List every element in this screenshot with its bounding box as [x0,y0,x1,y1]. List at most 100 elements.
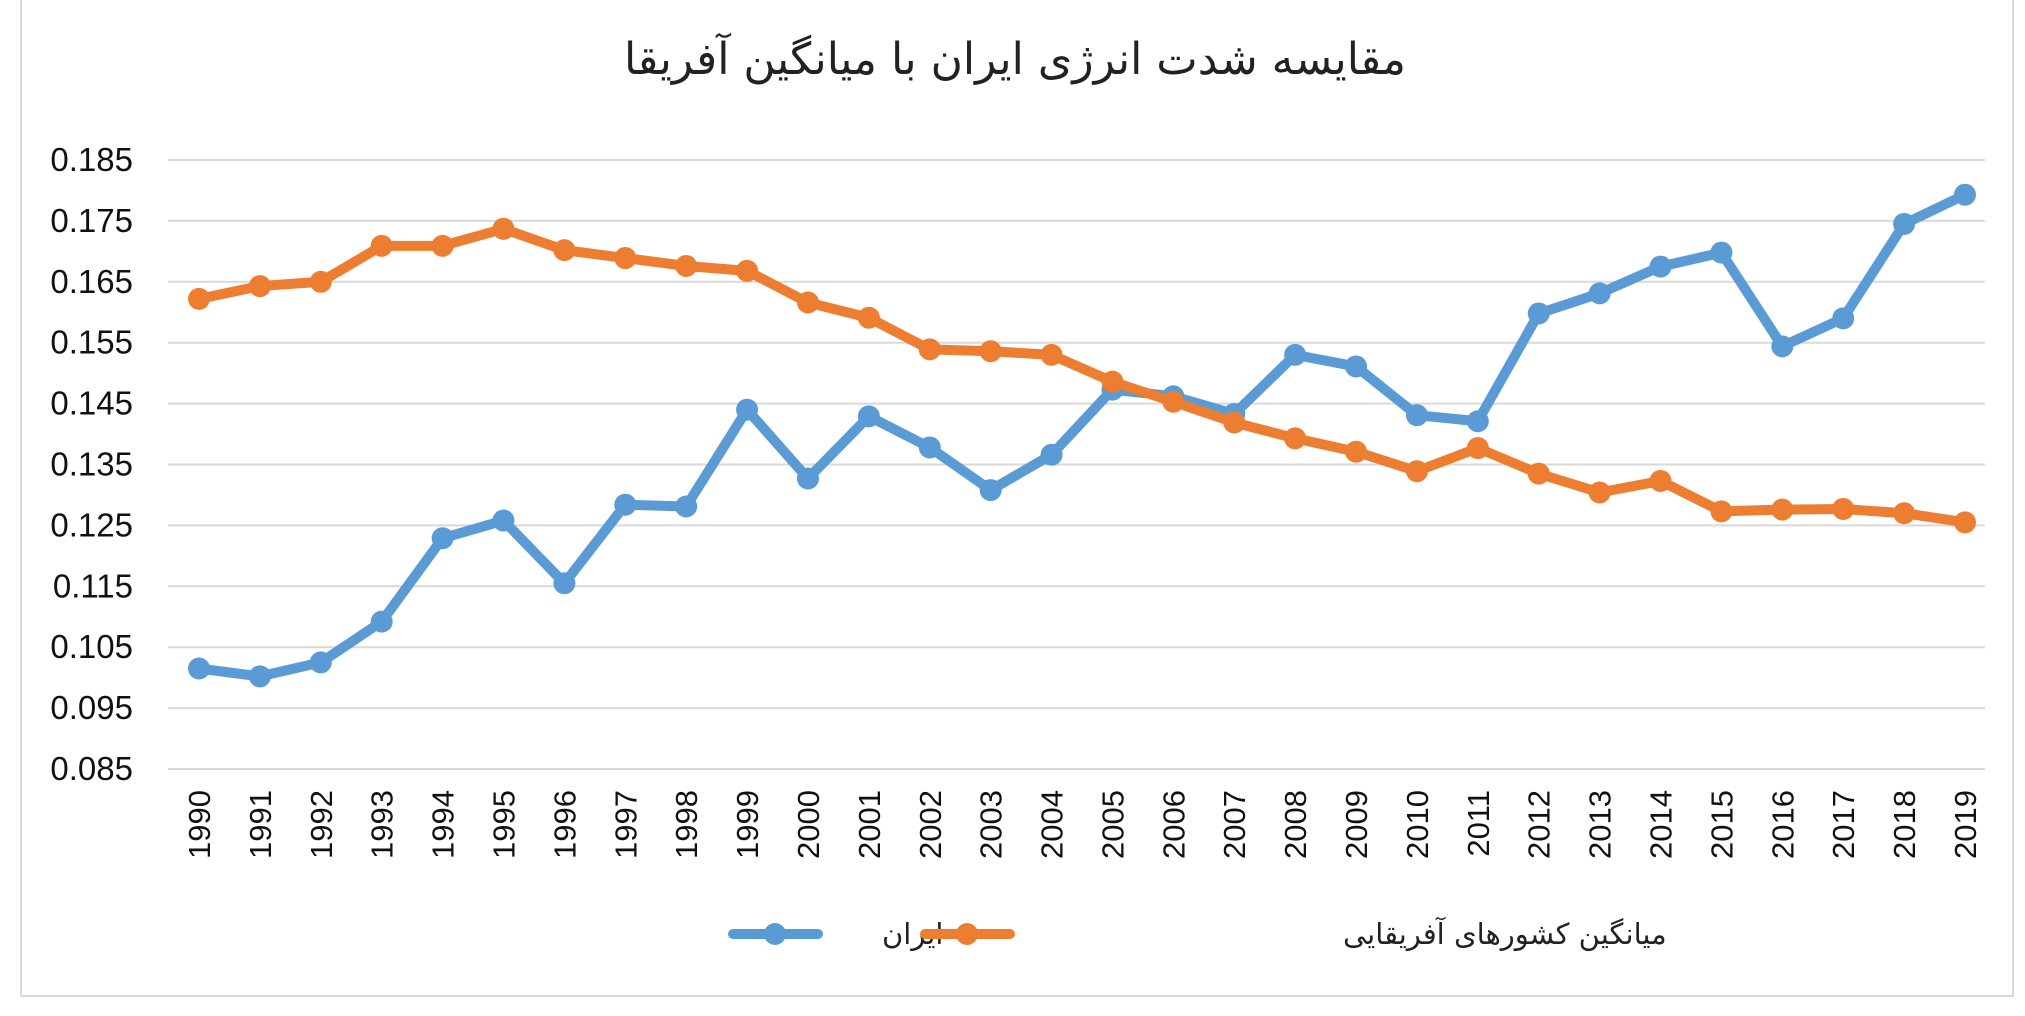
series-iran [188,183,1976,688]
x-tick-label: 2003 [974,790,1009,859]
x-tick-label: 1992 [304,790,339,859]
y-tick-label: 0.095 [50,689,133,726]
data-point [492,217,515,240]
data-point [1284,427,1307,450]
data-point [614,493,637,516]
y-tick-label: 0.185 [50,141,133,178]
x-tick-label: 2013 [1583,790,1618,859]
series-line [194,223,1970,528]
data-point [1710,241,1733,264]
y-tick-label: 0.155 [50,324,133,361]
x-tick-label: 1996 [547,790,582,859]
y-tick-label: 0.175 [50,202,133,239]
x-tick-label: 2005 [1095,790,1130,859]
data-point [431,527,454,550]
data-point [248,665,271,688]
data-point [979,479,1002,502]
legend-item-africa: میانگین کشورهای آفریقایی [920,916,1667,951]
data-point [1710,500,1733,523]
x-tick-label: 2018 [1887,790,1922,859]
y-tick-label: 0.105 [50,628,133,665]
y-axis-ticks: 0.185 0.175 0.165 0.155 0.145 0.135 0.125 0.115… [50,141,133,787]
data-point [857,405,880,428]
x-tick-label: 1995 [486,790,521,859]
data-point [736,398,759,421]
data-point [1466,437,1489,460]
legend: ایران میانگین کشورهای آفریقایی [728,916,1667,951]
data-point [309,270,332,293]
data-point [1588,282,1611,305]
data-point [309,651,332,674]
x-tick-label: 2004 [1035,790,1070,859]
data-point [1345,355,1368,378]
data-point [1405,404,1428,427]
data-point [796,291,819,314]
legend-marker-africa [956,923,978,945]
x-tick-label: 2011 [1461,790,1496,857]
data-point [675,495,698,518]
data-point [431,234,454,257]
data-point [857,306,880,329]
y-tick-label: 0.085 [50,750,133,787]
x-tick-label: 1997 [608,790,643,859]
x-tick-label: 2006 [1156,790,1191,859]
x-tick-label: 2014 [1644,790,1679,859]
data-point [979,340,1002,363]
data-point [918,338,941,361]
y-tick-label: 0.115 [53,567,133,604]
data-point [1162,390,1185,413]
legend-label-africa: میانگین کشورهای آفریقایی [1343,916,1667,951]
data-point [1466,410,1489,433]
data-point [553,572,576,595]
data-point [188,287,210,310]
data-point [1893,212,1916,235]
x-tick-label: 2009 [1339,790,1374,859]
data-point [492,509,515,532]
data-point [1101,370,1124,393]
data-point [1527,302,1550,325]
data-point [1649,469,1672,492]
legend-marker-iran [764,923,786,945]
chart-frame [20,0,2014,997]
x-tick-label: 2019 [1948,790,1983,859]
data-point [1040,443,1063,466]
data-point [1284,343,1307,366]
data-point [796,467,819,490]
x-tick-label: 1990 [182,790,217,859]
data-point [1588,481,1611,504]
x-tick-label: 1998 [669,790,704,859]
x-tick-label: 1993 [365,790,400,859]
data-point [1405,460,1428,483]
x-axis-ticks: 1990 1991 1992 1993 1994 1995 1996 1997 1998 1999… [182,790,1983,859]
x-tick-label: 2002 [913,790,948,859]
y-tick-label: 0.135 [50,446,133,483]
x-tick-label: 2007 [1217,790,1252,859]
x-tick-label: 2012 [1522,790,1557,859]
data-point [1040,343,1063,366]
x-tick-label: 2015 [1704,790,1739,859]
chart-title: مقایسه شدت انرژی ایران با میانگین آفریقا [624,32,1406,85]
x-tick-label: 2010 [1400,790,1435,859]
x-tick-label: 1994 [426,790,461,859]
data-point [248,275,271,298]
data-point [188,657,210,680]
y-tick-label: 0.125 [50,506,133,543]
data-point [1649,255,1672,278]
x-tick-label: 1991 [243,790,278,859]
y-tick-label: 0.165 [50,263,133,300]
x-tick-label: 2017 [1826,790,1861,859]
x-tick-label: 1999 [730,790,765,859]
data-point [1345,440,1368,463]
data-point [553,239,576,262]
data-point [1954,511,1976,534]
series-line [194,189,1970,682]
data-point [614,247,637,270]
data-point [918,436,941,459]
x-tick-label: 2001 [852,790,887,859]
series-lines [188,183,1976,688]
data-point [1771,498,1794,521]
data-point [1832,307,1855,330]
data-point [370,234,393,257]
data-point [1832,497,1855,520]
legend-item-iran: ایران [728,917,943,951]
